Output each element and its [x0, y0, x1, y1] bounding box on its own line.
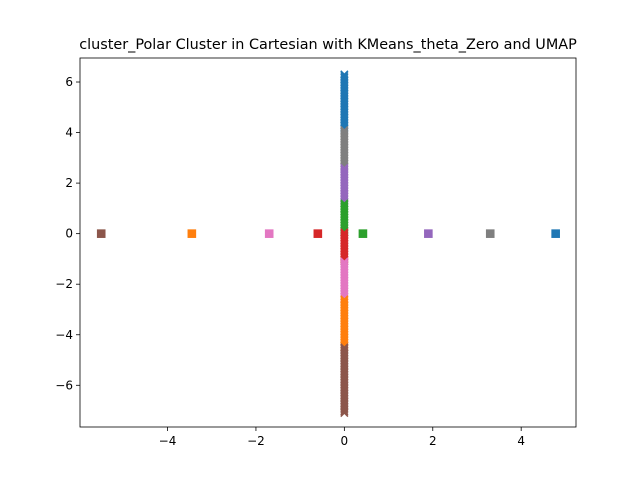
- cluster-strip-segment: [340, 70, 349, 133]
- cluster-point: [187, 229, 197, 238]
- y-tick-label: 0: [65, 227, 73, 241]
- cluster-strip-segment: [340, 125, 349, 171]
- y-tick-label: 6: [65, 75, 73, 89]
- x-tick-label: −4: [159, 434, 177, 448]
- axes-frame: [79, 57, 577, 428]
- cluster-point: [424, 229, 433, 238]
- cluster-strip-segment: [340, 257, 349, 303]
- y-tick-label: −6: [55, 378, 73, 392]
- cluster-strip-segment: [340, 343, 349, 418]
- plot-area: [96, 70, 560, 418]
- x-tick-label: 2: [429, 434, 437, 448]
- chart-title: cluster_Polar Cluster in Cartesian with …: [79, 37, 577, 53]
- x-tick-label: 0: [341, 434, 349, 448]
- x-axis: −4 −2 0 2 4: [159, 427, 525, 448]
- cluster-point: [96, 229, 106, 238]
- cluster-point: [551, 229, 560, 238]
- y-tick-label: 2: [65, 176, 73, 190]
- x-tick-label: −2: [247, 434, 265, 448]
- cluster-point: [485, 229, 495, 238]
- y-tick-label: −4: [55, 328, 73, 342]
- cluster-point: [264, 229, 274, 238]
- y-tick-label: 4: [65, 126, 73, 140]
- cluster-strip-segment: [340, 295, 349, 352]
- y-axis: −6 −4 −2 0 2 4 6: [55, 75, 80, 392]
- y-tick-label: −2: [55, 277, 73, 291]
- cluster-point: [313, 229, 323, 238]
- x-tick-label: 4: [517, 434, 525, 448]
- cluster-point: [358, 229, 368, 238]
